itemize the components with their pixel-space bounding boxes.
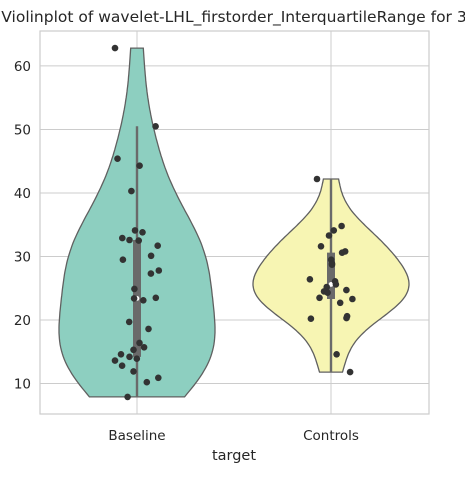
data-point-baseline bbox=[126, 236, 133, 244]
data-point-baseline bbox=[133, 355, 141, 363]
data-point-controls bbox=[343, 286, 350, 294]
data-point-controls bbox=[346, 368, 354, 376]
data-point-baseline bbox=[128, 187, 135, 195]
data-point-baseline bbox=[114, 155, 121, 162]
y-tick-label: 60 bbox=[14, 59, 31, 75]
data-point-baseline bbox=[152, 123, 159, 130]
data-point-controls bbox=[313, 175, 321, 183]
data-point-baseline bbox=[147, 270, 155, 277]
point-layer bbox=[111, 44, 356, 401]
data-point-baseline bbox=[124, 393, 131, 401]
data-point-controls bbox=[333, 351, 340, 358]
data-point-controls bbox=[338, 222, 345, 230]
data-point-controls bbox=[330, 227, 338, 234]
data-point-baseline bbox=[119, 256, 127, 264]
data-point-controls bbox=[325, 232, 333, 239]
x-tick-label: Baseline bbox=[108, 428, 165, 444]
data-point-controls bbox=[336, 299, 344, 307]
data-point-controls bbox=[349, 295, 356, 303]
data-point-baseline bbox=[117, 351, 125, 358]
data-point-baseline bbox=[140, 344, 148, 351]
data-point-baseline bbox=[143, 378, 151, 386]
data-point-controls bbox=[324, 289, 331, 297]
data-point-baseline bbox=[130, 295, 138, 302]
plot-frame bbox=[39, 30, 430, 415]
data-point-baseline bbox=[118, 362, 126, 370]
data-point-controls bbox=[328, 261, 336, 269]
x-tick-labels: Baseline Controls bbox=[108, 428, 359, 444]
data-point-baseline bbox=[125, 318, 133, 326]
chart-title: Violinplot of wavelet-LHL_firstorder_Int… bbox=[1, 8, 465, 27]
data-point-baseline bbox=[130, 368, 137, 375]
data-point-baseline bbox=[119, 234, 126, 242]
data-point-baseline bbox=[145, 325, 152, 333]
data-point-baseline bbox=[136, 339, 143, 347]
data-point-controls bbox=[316, 294, 323, 302]
x-tick-label: Controls bbox=[303, 428, 359, 444]
data-point-controls bbox=[338, 249, 346, 256]
y-tick-label: 30 bbox=[14, 249, 31, 265]
data-point-baseline bbox=[131, 227, 139, 234]
data-point-baseline bbox=[155, 374, 162, 382]
data-point-baseline bbox=[154, 242, 161, 249]
data-point-baseline bbox=[155, 267, 163, 274]
y-tick-label: 40 bbox=[14, 186, 31, 202]
data-point-baseline bbox=[111, 44, 119, 52]
data-point-baseline bbox=[140, 297, 147, 304]
data-point-baseline bbox=[152, 294, 160, 302]
data-point-baseline bbox=[147, 252, 155, 260]
data-point-baseline bbox=[111, 357, 119, 364]
y-tick-label: 50 bbox=[14, 122, 31, 138]
data-point-baseline bbox=[126, 353, 133, 361]
violin-layer bbox=[58, 47, 410, 398]
data-point-baseline bbox=[136, 162, 143, 169]
median-marker-controls bbox=[328, 282, 334, 287]
y-tick-label: 20 bbox=[14, 313, 31, 329]
data-point-baseline bbox=[130, 346, 137, 354]
data-point-baseline bbox=[139, 229, 146, 236]
data-point-baseline bbox=[131, 285, 138, 293]
data-point-controls bbox=[317, 243, 325, 250]
y-tick-labels: 10 20 30 40 50 60 bbox=[14, 59, 31, 393]
y-tick-label: 10 bbox=[14, 377, 31, 393]
data-point-controls bbox=[343, 314, 350, 322]
data-point-controls bbox=[307, 315, 315, 323]
x-axis-label: target bbox=[212, 448, 256, 464]
data-point-controls bbox=[306, 276, 314, 283]
data-point-controls bbox=[332, 281, 340, 288]
data-point-baseline bbox=[135, 237, 142, 244]
